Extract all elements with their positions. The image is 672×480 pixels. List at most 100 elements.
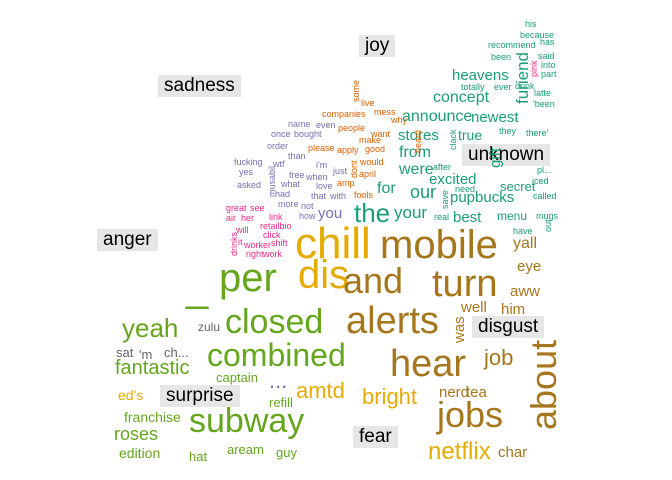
word-112: april (359, 169, 377, 179)
word-103: bought (294, 129, 322, 139)
word-84: need (455, 184, 476, 194)
word-118: what (281, 179, 301, 189)
word-38: menu (497, 209, 528, 223)
word-123: that (311, 191, 327, 201)
word-2: per (219, 256, 277, 300)
word-48: roses (114, 424, 159, 444)
word-11: combined (207, 337, 346, 373)
category-label-anger: anger (97, 229, 158, 251)
word-66: recommend (488, 40, 536, 50)
word-138: it (238, 237, 243, 247)
word-30: stores (398, 127, 439, 144)
word-43: was (451, 316, 468, 343)
word-34: pupbucks (450, 189, 515, 206)
word-49: ed's (118, 387, 144, 403)
word-91: live (361, 98, 375, 108)
word-0: chill (295, 219, 371, 268)
word-46: tea (466, 384, 487, 401)
word-32: newest (471, 109, 519, 126)
word-134: retailbio (260, 221, 292, 231)
word-4: and (343, 260, 404, 301)
word-3: dis (298, 253, 350, 297)
word-57: ... (269, 368, 288, 393)
word-41: aww (510, 283, 541, 300)
word-94: heard (413, 129, 423, 153)
word-129: great (226, 203, 247, 213)
word-122: with (330, 191, 347, 201)
word-117: asked (237, 180, 262, 190)
word-82: out (543, 219, 553, 232)
word-107: than (288, 151, 306, 161)
word-116: yes (239, 167, 254, 177)
word-69: into (541, 60, 556, 70)
word-15: netflix (428, 438, 491, 465)
word-73: ever (494, 82, 512, 92)
word-115: fucking (234, 157, 263, 167)
word-101: name (288, 119, 311, 129)
word-36: best (453, 209, 482, 226)
word-110: dont (349, 160, 359, 178)
word-113: amp (337, 178, 355, 188)
word-90: some (351, 79, 361, 102)
word-9: hear (390, 343, 467, 385)
word-27: announce (402, 108, 473, 125)
word-76: 'been (533, 99, 555, 109)
word-20: the (354, 198, 391, 228)
word-31: true (458, 127, 483, 143)
word-132: her (241, 213, 255, 223)
word-100: good (365, 144, 386, 154)
word-71: part (541, 69, 557, 79)
word-45: nerd (439, 384, 470, 401)
word-24: from (399, 144, 431, 161)
category-label-surprise: surprise (160, 385, 240, 407)
word-14: yeah (122, 313, 179, 343)
word-135: click (263, 230, 281, 240)
word-12: jobs (437, 394, 504, 435)
word-67: been (491, 52, 512, 62)
word-37: gift (487, 147, 504, 168)
word-75: latte (534, 88, 552, 98)
word-17: bright (362, 384, 418, 409)
word-50: franchise (124, 409, 181, 425)
word-133: link (269, 212, 283, 222)
word-60: ch... (164, 345, 189, 360)
word-8: closed (225, 303, 324, 341)
word-21: your (394, 203, 428, 222)
word-124: wtf (273, 159, 285, 169)
word-143: musabil (267, 165, 277, 197)
word-25: were (399, 161, 434, 178)
word-131: air (226, 213, 237, 223)
word-128: how (299, 211, 316, 221)
category-label-unknown: unknown (462, 144, 551, 166)
word-95: companies (322, 109, 366, 119)
word-111: would (360, 157, 384, 167)
word-87: save (440, 189, 450, 209)
word-47: char (498, 444, 528, 461)
word-56: captain (216, 370, 258, 385)
word-120: when (306, 172, 328, 182)
word-114: fools (354, 190, 374, 200)
word-7: alerts (346, 300, 439, 342)
word-74: drink (515, 81, 535, 91)
word-108: i'm (316, 160, 328, 170)
word-80: called (533, 191, 557, 201)
word-64: because (520, 30, 555, 40)
category-label-sadness: sadness (158, 75, 241, 97)
word-81: mugs (536, 211, 559, 221)
word-109: just (333, 166, 348, 176)
word-58: sat (116, 345, 134, 360)
word-97: want (371, 129, 391, 139)
word-1: mobile (380, 223, 498, 267)
word-55: refill (269, 395, 293, 410)
word-141: right (246, 249, 264, 259)
word-63: his (525, 19, 537, 29)
word-106: apply (337, 145, 359, 155)
word-70: pink (529, 60, 539, 77)
word-44: well (461, 299, 487, 316)
word-99: make (359, 135, 382, 145)
word-79: iced (532, 176, 549, 186)
word-61: zulu (198, 320, 221, 334)
word-98: people (338, 123, 366, 133)
word-26: excited (429, 171, 477, 188)
